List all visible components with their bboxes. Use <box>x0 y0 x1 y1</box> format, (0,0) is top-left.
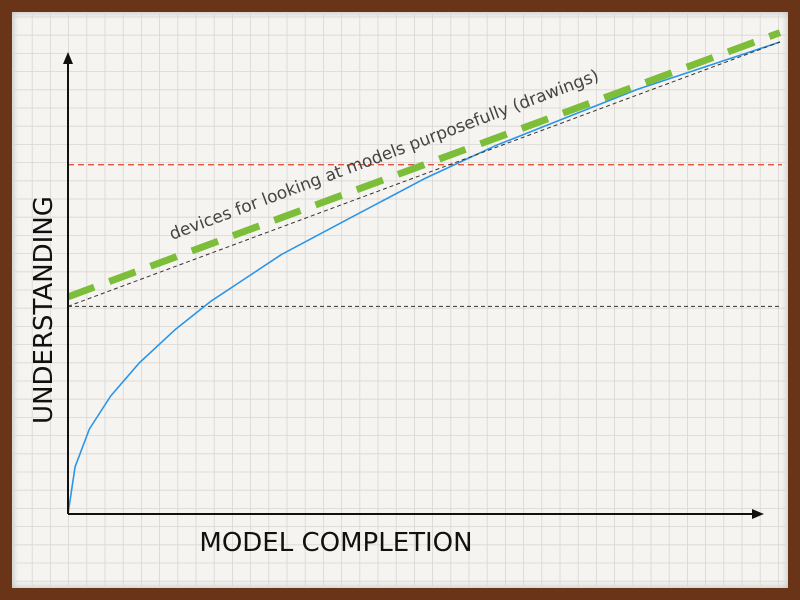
series-black-dashed-line <box>67 41 781 307</box>
y-axis-label: UNDERSTANDING <box>29 196 59 424</box>
x-axis-label: MODEL COMPLETION <box>199 528 472 558</box>
series-blue-curve <box>67 41 781 515</box>
axes <box>63 52 764 519</box>
reference-lines <box>68 164 782 307</box>
series-green-dashed-line <box>66 29 782 301</box>
y-axis-arrow-icon <box>63 52 73 64</box>
series-layer <box>66 29 782 515</box>
x-axis-arrow-icon <box>752 509 764 519</box>
grid <box>13 14 786 586</box>
